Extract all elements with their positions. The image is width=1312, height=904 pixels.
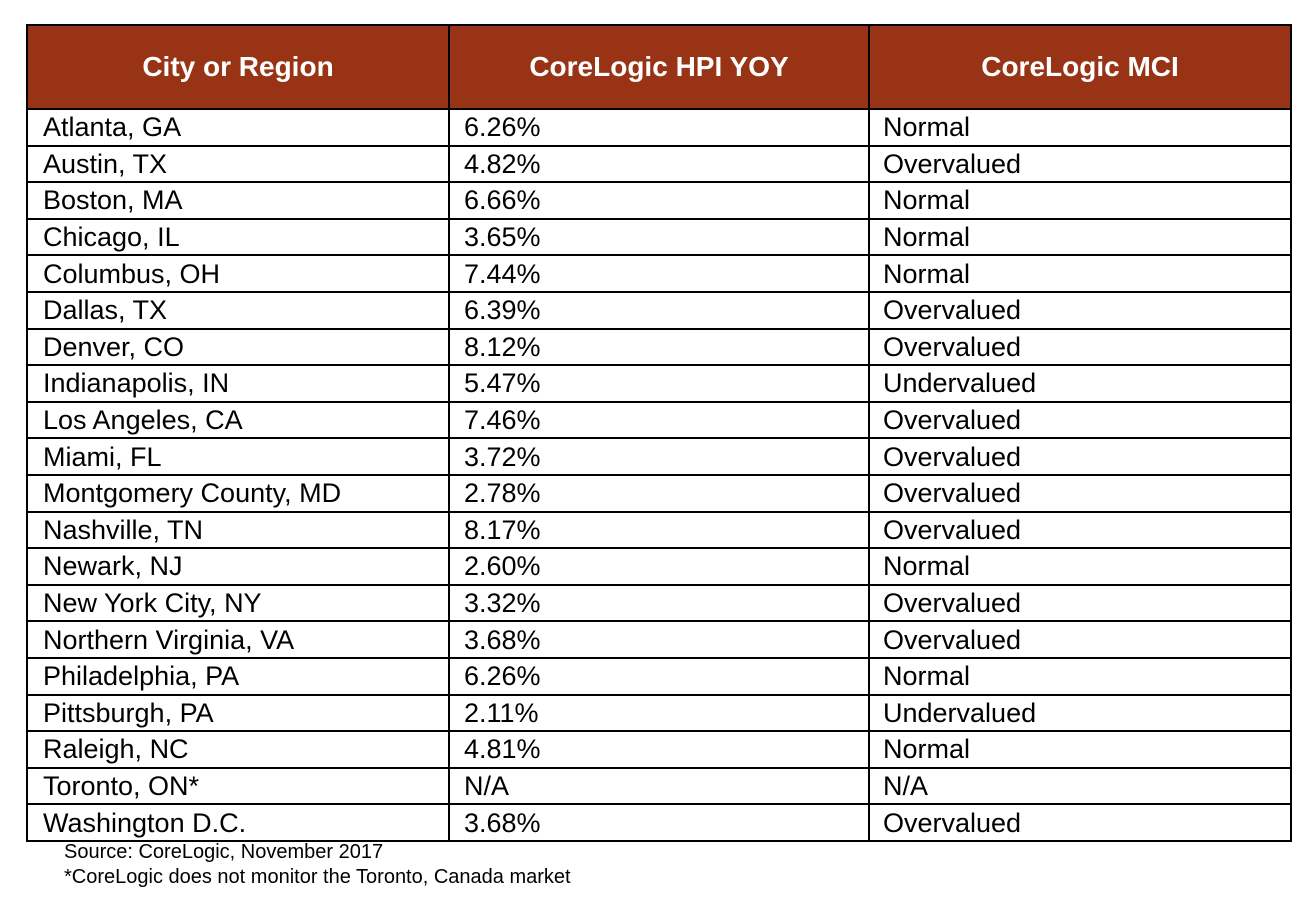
hpi-yoy-cell: 3.65% (448, 217, 870, 257)
mci-cell: Overvalued (868, 290, 1292, 330)
table-row: Newark, NJ 2.60% Normal (26, 547, 1292, 586)
table-row: Atlanta, GA 6.26% Normal (26, 108, 1292, 147)
table-row: Columbus, OH 7.44% Normal (26, 254, 1292, 293)
mci-cell: Normal (868, 108, 1292, 147)
table-row: Austin, TX 4.82% Overvalued (26, 144, 1292, 184)
mci-cell: Overvalued (868, 437, 1292, 476)
city-cell: Newark, NJ (26, 547, 450, 586)
hpi-yoy-cell: 4.81% (448, 730, 870, 769)
toronto-footnote: *CoreLogic does not monitor the Toronto,… (64, 866, 571, 888)
mci-cell: Normal (868, 656, 1292, 696)
mci-cell: Overvalued (868, 473, 1292, 513)
city-cell: Chicago, IL (26, 217, 450, 257)
table-row: Boston, MA 6.66% Normal (26, 181, 1292, 220)
city-cell: Indianapolis, IN (26, 364, 450, 403)
city-cell: Philadelphia, PA (26, 656, 450, 696)
mci-cell: Normal (868, 217, 1292, 257)
hpi-yoy-cell: 3.72% (448, 437, 870, 476)
mci-cell: Overvalued (868, 620, 1292, 659)
table-row: Montgomery County, MD 2.78% Overvalued (26, 473, 1292, 513)
hpi-yoy-cell: 3.68% (448, 803, 870, 842)
mci-cell: Normal (868, 547, 1292, 586)
table-row: New York City, NY 3.32% Overvalued (26, 583, 1292, 623)
mci-cell: Overvalued (868, 510, 1292, 550)
table-header: City or Region CoreLogic HPI YOY CoreLog… (26, 24, 1292, 110)
table-row: Raleigh, NC 4.81% Normal (26, 730, 1292, 769)
hpi-yoy-cell: 6.66% (448, 181, 870, 220)
column-header-city: City or Region (26, 24, 450, 110)
city-cell: Montgomery County, MD (26, 473, 450, 513)
table-row: Northern Virginia, VA 3.68% Overvalued (26, 620, 1292, 659)
table-row: Denver, CO 8.12% Overvalued (26, 327, 1292, 367)
mci-cell: Overvalued (868, 327, 1292, 367)
table-row: Nashville, TN 8.17% Overvalued (26, 510, 1292, 550)
city-cell: Miami, FL (26, 437, 450, 476)
hpi-yoy-cell: 6.39% (448, 290, 870, 330)
city-cell: Boston, MA (26, 181, 450, 220)
city-cell: Nashville, TN (26, 510, 450, 550)
mci-cell: N/A (868, 766, 1292, 806)
table-row: Dallas, TX 6.39% Overvalued (26, 290, 1292, 330)
header-row: City or Region CoreLogic HPI YOY CoreLog… (26, 24, 1292, 110)
mci-cell: Overvalued (868, 144, 1292, 184)
hpi-yoy-cell: 7.44% (448, 254, 870, 293)
table-row: Chicago, IL 3.65% Normal (26, 217, 1292, 257)
hpi-yoy-cell: 3.68% (448, 620, 870, 659)
mci-cell: Normal (868, 254, 1292, 293)
hpi-yoy-cell: 7.46% (448, 400, 870, 440)
hpi-yoy-cell: 5.47% (448, 364, 870, 403)
mci-cell: Normal (868, 181, 1292, 220)
table-body: Atlanta, GA 6.26% Normal Austin, TX 4.82% Ove… (26, 108, 1292, 842)
mci-cell: Overvalued (868, 803, 1292, 842)
mci-cell: Undervalued (868, 364, 1292, 403)
hpi-yoy-cell: 4.82% (448, 144, 870, 184)
hpi-yoy-cell: 8.12% (448, 327, 870, 367)
city-cell: Columbus, OH (26, 254, 450, 293)
city-cell: New York City, NY (26, 583, 450, 623)
mci-cell: Undervalued (868, 693, 1292, 733)
table-row: Pittsburgh, PA 2.11% Undervalued (26, 693, 1292, 733)
hpi-yoy-cell: 2.11% (448, 693, 870, 733)
table-row: Los Angeles, CA 7.46% Overvalued (26, 400, 1292, 440)
footnotes: Source: CoreLogic, November 2017 *CoreLo… (64, 840, 571, 890)
corelogic-hpi-table: City or Region CoreLogic HPI YOY CoreLog… (26, 24, 1292, 842)
city-cell: Toronto, ON* (26, 766, 450, 806)
city-cell: Northern Virginia, VA (26, 620, 450, 659)
city-cell: Denver, CO (26, 327, 450, 367)
column-header-mci: CoreLogic MCI (868, 24, 1292, 110)
city-cell: Dallas, TX (26, 290, 450, 330)
hpi-yoy-cell: 6.26% (448, 656, 870, 696)
table-row: Miami, FL 3.72% Overvalued (26, 437, 1292, 476)
table-row: Philadelphia, PA 6.26% Normal (26, 656, 1292, 696)
mci-cell: Overvalued (868, 583, 1292, 623)
data-table-container: City or Region CoreLogic HPI YOY CoreLog… (26, 24, 1292, 842)
source-note: Source: CoreLogic, November 2017 (64, 841, 384, 863)
mci-cell: Normal (868, 730, 1292, 769)
table-row: Washington D.C. 3.68% Overvalued (26, 803, 1292, 842)
hpi-yoy-cell: N/A (448, 766, 870, 806)
table-row: Toronto, ON* N/A N/A (26, 766, 1292, 806)
city-cell: Los Angeles, CA (26, 400, 450, 440)
city-cell: Washington D.C. (26, 803, 450, 842)
city-cell: Raleigh, NC (26, 730, 450, 769)
hpi-yoy-cell: 6.26% (448, 108, 870, 147)
mci-cell: Overvalued (868, 400, 1292, 440)
hpi-yoy-cell: 3.32% (448, 583, 870, 623)
hpi-yoy-cell: 8.17% (448, 510, 870, 550)
hpi-yoy-cell: 2.60% (448, 547, 870, 586)
city-cell: Austin, TX (26, 144, 450, 184)
hpi-yoy-cell: 2.78% (448, 473, 870, 513)
city-cell: Atlanta, GA (26, 108, 450, 147)
column-header-hpi-yoy: CoreLogic HPI YOY (448, 24, 870, 110)
table-row: Indianapolis, IN 5.47% Undervalued (26, 364, 1292, 403)
city-cell: Pittsburgh, PA (26, 693, 450, 733)
